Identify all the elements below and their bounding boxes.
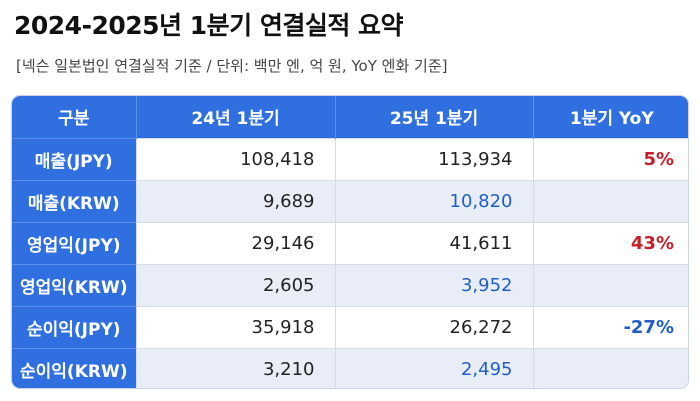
table-header-row: 구분 24년 1분기 25년 1분기 1분기 YoY	[12, 96, 688, 138]
cell-q1-25: 113,934	[334, 137, 533, 180]
row-label: 매출(JPY)	[12, 137, 136, 180]
header-q1-24: 24년 1분기	[136, 96, 336, 138]
cell-yoy	[532, 347, 688, 388]
cell-yoy: -27%	[532, 305, 688, 348]
results-table: 구분 24년 1분기 25년 1분기 1분기 YoY 매출(JPY) 108,4…	[12, 96, 688, 388]
cell-q1-25: 2,495	[334, 347, 533, 388]
table-row: 영업익(KRW) 2,605 3,952	[12, 263, 688, 306]
cell-q1-25: 41,611	[334, 221, 533, 264]
cell-q1-24: 9,689	[135, 179, 335, 222]
row-label: 순이익(JPY)	[12, 305, 136, 348]
page-title: 2024-2025년 1분기 연결실적 요약	[14, 11, 404, 40]
page-subtitle: [넥슨 일본법인 연결실적 기준 / 단위: 백만 엔, 억 원, YoY 엔화…	[16, 57, 448, 75]
cell-yoy	[532, 263, 688, 306]
cell-q1-24: 2,605	[135, 263, 335, 306]
header-yoy: 1분기 YoY	[533, 96, 688, 138]
results-table-container: 구분 24년 1분기 25년 1분기 1분기 YoY 매출(JPY) 108,4…	[11, 95, 689, 389]
cell-q1-25: 10,820	[334, 179, 533, 222]
cell-yoy: 43%	[532, 221, 688, 264]
row-label: 영업익(KRW)	[12, 263, 136, 306]
table-row: 영업익(JPY) 29,146 41,611 43%	[12, 221, 688, 264]
header-q1-25: 25년 1분기	[335, 96, 534, 138]
cell-q1-24: 108,418	[135, 137, 335, 180]
header-category: 구분	[12, 96, 137, 138]
cell-yoy: 5%	[532, 137, 688, 180]
cell-q1-25: 3,952	[334, 263, 533, 306]
cell-yoy	[532, 179, 688, 222]
row-label: 매출(KRW)	[12, 179, 136, 222]
cell-q1-24: 3,210	[135, 347, 335, 388]
row-label: 영업익(JPY)	[12, 221, 136, 264]
cell-q1-24: 35,918	[135, 305, 335, 348]
row-label: 순이익(KRW)	[12, 347, 136, 388]
table-row: 순이익(KRW) 3,210 2,495	[12, 347, 688, 388]
table-row: 매출(JPY) 108,418 113,934 5%	[12, 137, 688, 180]
cell-q1-25: 26,272	[334, 305, 533, 348]
table-row: 매출(KRW) 9,689 10,820	[12, 179, 688, 222]
cell-q1-24: 29,146	[135, 221, 335, 264]
table-row: 순이익(JPY) 35,918 26,272 -27%	[12, 305, 688, 348]
